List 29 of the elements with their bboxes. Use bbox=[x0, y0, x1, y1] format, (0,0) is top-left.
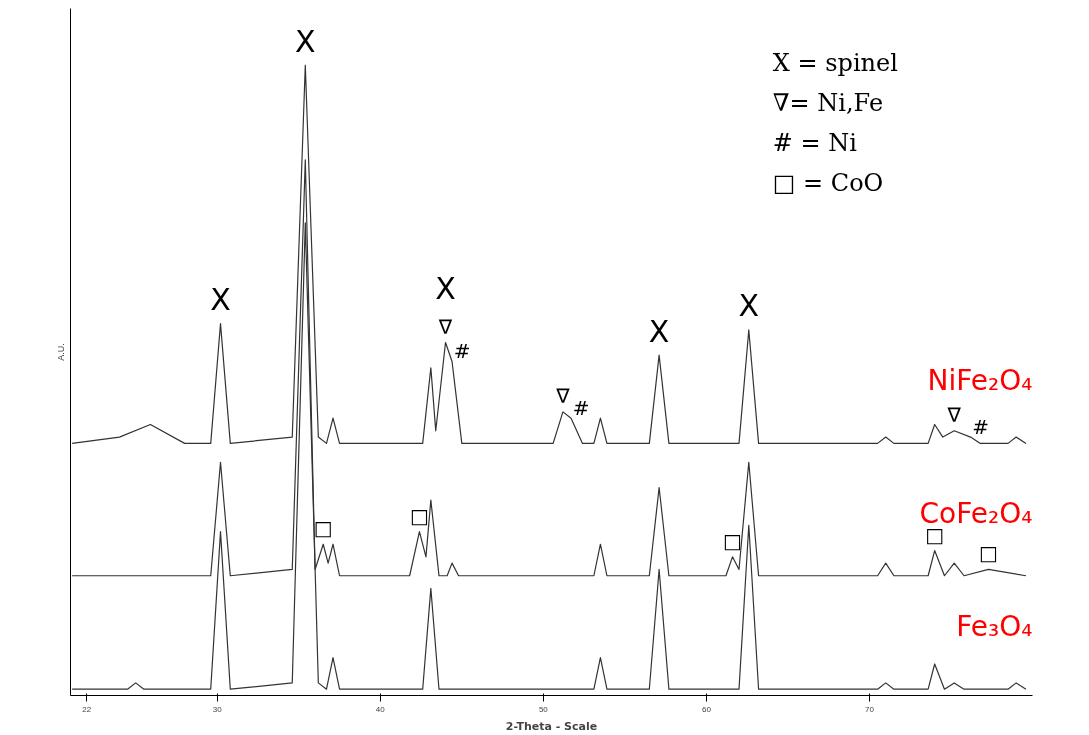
annotation: ∇ bbox=[437, 314, 453, 339]
x-tick-label: 30 bbox=[212, 704, 223, 714]
annotation: ∇= Ni,Fe bbox=[772, 89, 884, 118]
x-tick-label: 60 bbox=[701, 704, 712, 714]
annotation: X = spinel bbox=[772, 49, 898, 78]
x-tick-label: 22 bbox=[82, 704, 92, 714]
annotation: □ bbox=[313, 516, 333, 541]
annotation: □ = CoO bbox=[772, 169, 884, 197]
x-tick-label: 70 bbox=[865, 704, 875, 714]
annotation: X bbox=[210, 282, 231, 318]
series-label: Fe₃O₄ bbox=[956, 610, 1033, 644]
annotation: ∇ bbox=[555, 383, 571, 408]
series-label: NiFe₂O₄ bbox=[927, 364, 1033, 398]
annotation: □ bbox=[409, 503, 429, 528]
x-tick-label: 50 bbox=[538, 704, 549, 714]
annotation: # bbox=[572, 396, 590, 421]
annotation: ∇ bbox=[946, 402, 962, 427]
annotation: # = Ni bbox=[772, 129, 858, 158]
x-tick-label: 40 bbox=[375, 704, 386, 714]
annotation: X bbox=[648, 313, 670, 349]
annotation: X bbox=[738, 288, 760, 324]
annotation: # bbox=[972, 415, 989, 440]
annotation: X bbox=[295, 23, 316, 59]
annotation: □ bbox=[979, 541, 998, 566]
annotation: X bbox=[435, 271, 456, 307]
annotation: # bbox=[453, 339, 471, 364]
annotation: □ bbox=[723, 528, 742, 553]
y-axis-title: A.U. bbox=[55, 343, 66, 361]
x-axis-title: 2-Theta - Scale bbox=[505, 719, 598, 733]
